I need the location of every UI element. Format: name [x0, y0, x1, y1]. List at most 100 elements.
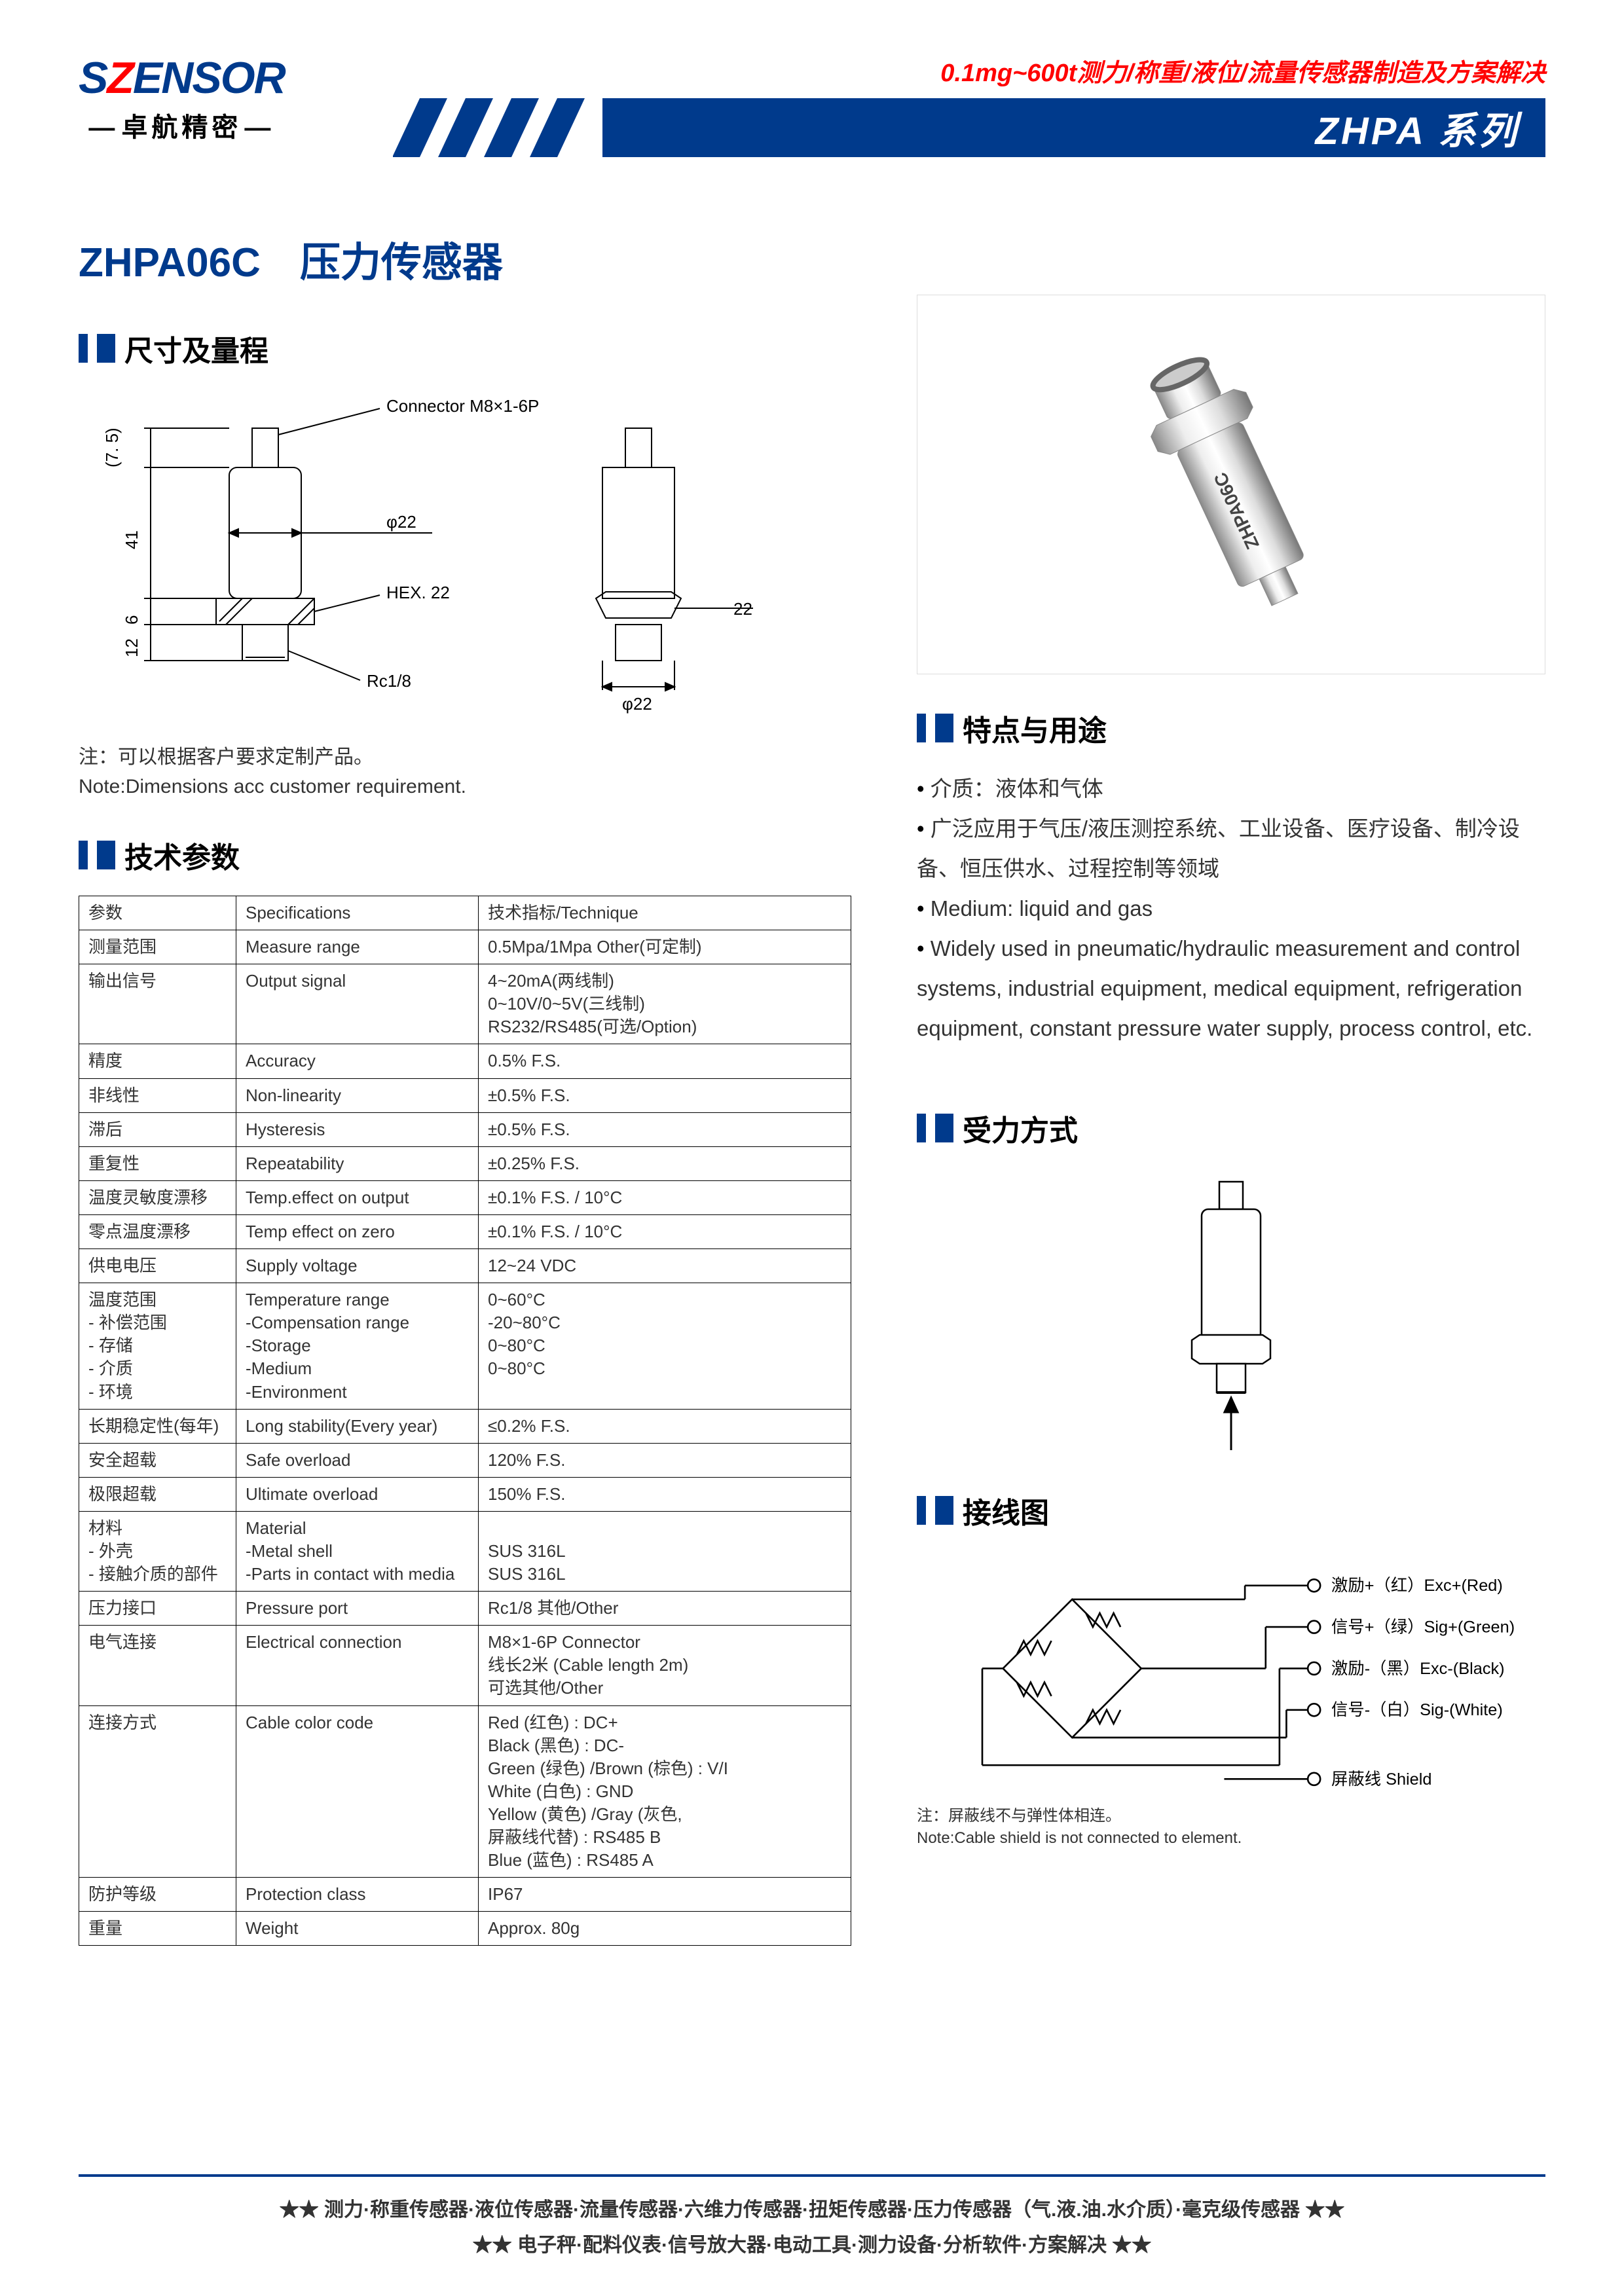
left-column: 尺寸及量程: [79, 295, 851, 1946]
spec-cell: Electrical connection: [236, 1626, 479, 1705]
page-footer: ★★ 测力·称重传感器·液位传感器·流量传感器·六维力传感器·扭矩传感器·压力传…: [79, 2174, 1545, 2263]
spec-cell: Cable color code: [236, 1705, 479, 1878]
dimension-diagram: Connector M8×1-6P HEX. 22 Rc1/8 φ22 (7. …: [79, 389, 851, 729]
dim-note-en: Note:Dimensions acc customer requirement…: [79, 772, 851, 801]
table-row: 温度灵敏度漂移Temp.effect on output±0.1% F.S. /…: [79, 1180, 851, 1214]
dim-base-dia: φ22: [622, 694, 652, 714]
page-title: ZHPA06C压力传感器: [79, 229, 1545, 288]
section-wiring-label: 接线图: [963, 1489, 1049, 1531]
wiring-label-2: 激励-（黑）Exc-(Black): [1331, 1660, 1505, 1678]
dim-note-cn: 注：可以根据客户要求定制产品。: [79, 742, 851, 772]
spec-cell: Output signal: [236, 964, 479, 1044]
spec-cell: Ultimate overload: [236, 1477, 479, 1511]
table-row: 零点温度漂移Temp effect on zero±0.1% F.S. / 10…: [79, 1214, 851, 1248]
title-name: 压力传感器: [300, 240, 503, 285]
table-row: 温度范围 - 补偿范围 - 存储 - 介质 - 环境Temperature ra…: [79, 1283, 851, 1409]
right-column: ZHPA06C 特点与用途 介质：液体和气体广泛应用于气压/液压测控系统、工业设…: [917, 295, 1545, 1946]
logo-rest: ENSOR: [133, 53, 285, 103]
spec-cell: Weight: [236, 1912, 479, 1946]
spec-cell: Measure range: [236, 930, 479, 964]
dim-hex-dim: 22: [733, 599, 752, 619]
spec-cell: 压力接口: [79, 1592, 236, 1626]
section-specs-heading: 技术参数: [79, 834, 851, 876]
tagline: 0.1mg~600t测力/称重/液位/流量传感器制造及方案解决: [940, 52, 1545, 88]
list-item: 广泛应用于气压/液压测控系统、工业设备、医疗设备、制冷设备、恒压供水、过程控制等…: [917, 809, 1545, 888]
table-row: 供电电压Supply voltage12~24 VDC: [79, 1249, 851, 1283]
spec-cell: ±0.5% F.S.: [479, 1078, 851, 1112]
spec-cell: 零点温度漂移: [79, 1214, 236, 1248]
table-row: 电气连接Electrical connectionM8×1-6P Connect…: [79, 1626, 851, 1705]
logo-letter-z: Z: [107, 53, 133, 103]
spec-cell: SUS 316L SUS 316L: [479, 1511, 851, 1591]
spec-cell: Hysteresis: [236, 1112, 479, 1146]
table-row: 精度Accuracy0.5% F.S.: [79, 1044, 851, 1078]
spec-cell: Protection class: [236, 1878, 479, 1912]
features-list: 介质：液体和气体广泛应用于气压/液压测控系统、工业设备、医疗设备、制冷设备、恒压…: [917, 769, 1545, 1048]
spec-header-cell: 参数: [79, 896, 236, 930]
spec-cell: ≤0.2% F.S.: [479, 1409, 851, 1443]
logo-subtitle: 卓航精密: [79, 106, 285, 144]
list-item: 介质：液体和气体: [917, 769, 1545, 809]
spec-cell: Supply voltage: [236, 1249, 479, 1283]
wiring-note: 注：屏蔽线不与弹性体相连。 Note:Cable shield is not c…: [917, 1805, 1545, 1849]
spec-cell: 防护等级: [79, 1878, 236, 1912]
section-specs-label: 技术参数: [124, 834, 240, 876]
wiring-label-3: 信号-（白）Sig-(White): [1331, 1702, 1503, 1720]
spec-cell: 温度灵敏度漂移: [79, 1180, 236, 1214]
spec-cell: 输出信号: [79, 964, 236, 1044]
series-bar: ZHPA 系列: [393, 98, 1545, 157]
table-row: 重量WeightApprox. 80g: [79, 1912, 851, 1946]
spec-cell: Approx. 80g: [479, 1912, 851, 1946]
spec-cell: 精度: [79, 1044, 236, 1078]
product-photo: ZHPA06C: [917, 295, 1545, 674]
section-force-label: 受力方式: [963, 1107, 1078, 1149]
table-row: 压力接口Pressure portRc1/8 其他/Other: [79, 1592, 851, 1626]
spec-cell: 重复性: [79, 1146, 236, 1180]
spec-cell: 12~24 VDC: [479, 1249, 851, 1283]
spec-cell: 150% F.S.: [479, 1477, 851, 1511]
table-row: 材料 - 外壳 - 接触介质的部件Material -Metal shell -…: [79, 1511, 851, 1591]
spec-cell: Material -Metal shell -Parts in contact …: [236, 1511, 479, 1591]
dim-note: 注：可以根据客户要求定制产品。 Note:Dimensions acc cust…: [79, 742, 851, 801]
dim-h-thread: 12: [122, 638, 141, 657]
table-row: 测量范围Measure range0.5Mpa/1Mpa Other(可定制): [79, 930, 851, 964]
spec-cell: Non-linearity: [236, 1078, 479, 1112]
dim-hex-label: HEX. 22: [386, 583, 450, 602]
spec-cell: 0.5Mpa/1Mpa Other(可定制): [479, 930, 851, 964]
spec-header-cell: Specifications: [236, 896, 479, 930]
spec-cell: 供电电压: [79, 1249, 236, 1283]
table-row: 长期稳定性(每年)Long stability(Every year)≤0.2%…: [79, 1409, 851, 1443]
section-features-heading: 特点与用途: [917, 707, 1545, 749]
series-name: ZHPA 系列: [1315, 100, 1519, 155]
table-row: 极限超载Ultimate overload150% F.S.: [79, 1477, 851, 1511]
spec-cell: 材料 - 外壳 - 接触介质的部件: [79, 1511, 236, 1591]
logo-main: SZENSOR: [79, 52, 285, 103]
series-fill: ZHPA 系列: [602, 98, 1545, 157]
wiring-note-cn: 注：屏蔽线不与弹性体相连。: [917, 1805, 1545, 1827]
series-stripes-icon: [393, 98, 602, 157]
table-row: 滞后Hysteresis±0.5% F.S.: [79, 1112, 851, 1146]
spec-table: 参数Specifications技术指标/Technique测量范围Measur…: [79, 896, 851, 1946]
wiring-label-0: 激励+（红）Exc+(Red): [1331, 1577, 1503, 1595]
spec-cell: ±0.25% F.S.: [479, 1146, 851, 1180]
spec-cell: 4~20mA(两线制) 0~10V/0~5V(三线制) RS232/RS485(…: [479, 964, 851, 1044]
dim-connector-label: Connector M8×1-6P: [386, 396, 539, 416]
spec-cell: Temp effect on zero: [236, 1214, 479, 1248]
table-row: 安全超载Safe overload120% F.S.: [79, 1443, 851, 1477]
spec-cell: 温度范围 - 补偿范围 - 存储 - 介质 - 环境: [79, 1283, 236, 1409]
spec-cell: 重量: [79, 1912, 236, 1946]
spec-cell: Pressure port: [236, 1592, 479, 1626]
spec-cell: Repeatability: [236, 1146, 479, 1180]
spec-cell: 安全超载: [79, 1443, 236, 1477]
section-force-heading: 受力方式: [917, 1107, 1545, 1149]
spec-cell: 0~60°C -20~80°C 0~80°C 0~80°C: [479, 1283, 851, 1409]
spec-cell: Red (红色) : DC+ Black (黑色) : DC- Green (绿…: [479, 1705, 851, 1878]
dim-body-dia: φ22: [386, 512, 416, 532]
section-features-label: 特点与用途: [963, 707, 1107, 749]
spec-cell: 极限超载: [79, 1477, 236, 1511]
table-row: 连接方式Cable color codeRed (红色) : DC+ Black…: [79, 1705, 851, 1878]
spec-cell: Rc1/8 其他/Other: [479, 1592, 851, 1626]
dim-h-hex: 6: [122, 615, 141, 625]
footer-line1: ★★ 测力·称重传感器·液位传感器·流量传感器·六维力传感器·扭矩传感器·压力传…: [79, 2193, 1545, 2228]
spec-cell: Temp.effect on output: [236, 1180, 479, 1214]
